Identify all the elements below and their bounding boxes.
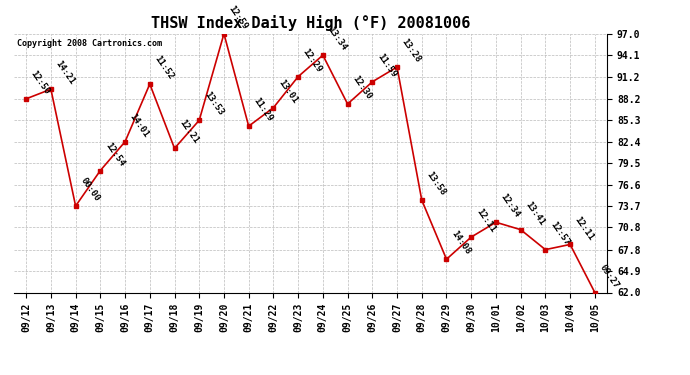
Text: 12:29: 12:29 (301, 46, 324, 74)
Text: 12:59: 12:59 (227, 4, 250, 31)
Text: 12:34: 12:34 (499, 192, 522, 219)
Text: 12:57: 12:57 (548, 220, 571, 247)
Text: 12:30: 12:30 (351, 74, 373, 101)
Text: 12:54: 12:54 (103, 141, 126, 168)
Text: 13:41: 13:41 (524, 200, 546, 227)
Text: 00:00: 00:00 (79, 176, 101, 203)
Text: 11:29: 11:29 (251, 96, 274, 123)
Text: 13:34: 13:34 (326, 25, 348, 52)
Text: 12:11: 12:11 (474, 207, 497, 234)
Text: 11:52: 11:52 (152, 54, 175, 81)
Text: 13:53: 13:53 (202, 90, 225, 117)
Text: 09:27: 09:27 (598, 262, 620, 290)
Text: 14:08: 14:08 (449, 229, 472, 256)
Title: THSW Index Daily High (°F) 20081006: THSW Index Daily High (°F) 20081006 (151, 15, 470, 31)
Text: 13:28: 13:28 (400, 37, 422, 64)
Text: 14:21: 14:21 (54, 59, 77, 86)
Text: Copyright 2008 Cartronics.com: Copyright 2008 Cartronics.com (17, 39, 161, 48)
Text: 11:59: 11:59 (375, 52, 398, 79)
Text: 12:21: 12:21 (177, 118, 200, 146)
Text: 14:01: 14:01 (128, 112, 150, 139)
Text: 12:50: 12:50 (29, 69, 52, 96)
Text: 13:01: 13:01 (276, 78, 299, 105)
Text: 13:58: 13:58 (424, 170, 447, 197)
Text: 12:11: 12:11 (573, 214, 595, 242)
